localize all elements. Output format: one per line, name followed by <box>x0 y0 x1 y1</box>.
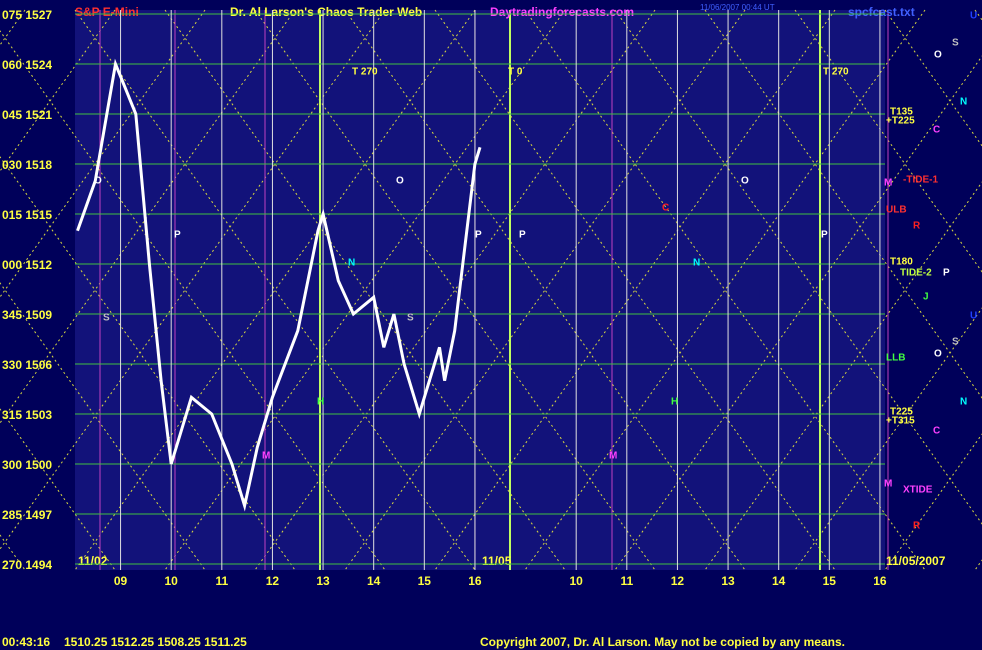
annotation: T 270 <box>352 67 378 78</box>
annotation: XTIDE <box>903 485 933 496</box>
timestamp: 11/06/2007 00:44 UT <box>700 3 775 12</box>
x-tick-label: 10 <box>570 574 584 588</box>
annotation: N <box>960 97 967 108</box>
annotation: T 0 <box>508 67 523 78</box>
annotation: C <box>662 203 669 214</box>
x-tick-label: 11 <box>215 574 228 588</box>
y-tick-label: 015 1515 <box>2 208 52 222</box>
x-tick-label: 13 <box>721 574 735 588</box>
annotation: P <box>943 268 950 279</box>
file-name: spcfcast.txt <box>848 5 915 19</box>
annotation: S <box>103 313 110 324</box>
annotation: P <box>821 230 828 241</box>
annotation: O <box>934 349 942 360</box>
y-tick-label: 330 1506 <box>2 358 52 372</box>
y-tick-label: 300 1500 <box>2 458 52 472</box>
annotation: T135 <box>890 107 913 118</box>
x-tick-label: 15 <box>823 574 837 588</box>
y-tick-label: 045 1521 <box>2 108 52 122</box>
annotation: S <box>952 337 959 348</box>
chart-title: Dr. Al Larson's Chaos Trader Web <box>230 5 422 19</box>
annotation: R <box>913 521 921 532</box>
x-tick-label: 16 <box>873 574 887 588</box>
annotation: +T315 <box>886 416 915 427</box>
date-label: 11/05/2007 <box>886 554 946 568</box>
x-tick-label: 09 <box>114 574 128 588</box>
annotation: T225 <box>890 407 913 418</box>
x-tick-label: 10 <box>165 574 179 588</box>
annotation: C <box>933 125 940 136</box>
annotation: S <box>407 313 414 324</box>
annotation: M <box>884 178 892 189</box>
y-tick-label: 285 1497 <box>2 508 52 522</box>
annotation: LLB <box>886 353 905 364</box>
date-label: 11/05 <box>482 554 512 568</box>
site: Daytradingforecasts.com <box>490 5 634 19</box>
x-tick-label: 15 <box>418 574 432 588</box>
annotation: N <box>693 258 700 269</box>
annotation: J <box>923 292 929 303</box>
annotation: H <box>671 397 678 408</box>
x-tick-label: 13 <box>316 574 330 588</box>
clock: 00:43:16 <box>2 635 50 649</box>
annotation: P <box>475 230 482 241</box>
y-tick-label: 270 1494 <box>2 558 52 572</box>
price-line <box>76 58 482 512</box>
x-tick-label: 16 <box>468 574 482 588</box>
annotation: N <box>960 397 967 408</box>
annotation: -TIDE-1 <box>903 175 938 186</box>
annotation: C <box>933 426 940 437</box>
annotation: P <box>174 230 181 241</box>
annotation: O <box>396 176 404 187</box>
annotation: T 270 <box>823 67 849 78</box>
annotation: O <box>934 50 942 61</box>
x-tick-label: 14 <box>367 574 381 588</box>
annotation: O <box>741 176 749 187</box>
copyright: Copyright 2007, Dr. Al Larson. May not b… <box>480 635 845 649</box>
annotation: U <box>970 11 977 22</box>
x-tick-label: 12 <box>671 574 685 588</box>
x-tick-label: 14 <box>772 574 786 588</box>
annotation: ULB <box>886 205 907 216</box>
y-tick-label: 075 1527 <box>2 8 52 22</box>
quote: 1510.25 1512.25 1508.25 1511.25 <box>64 635 247 649</box>
symbol: S&P E-Mini <box>75 5 139 19</box>
annotation: N <box>348 258 355 269</box>
y-tick-label: 000 1512 <box>2 258 52 272</box>
x-tick-label: 11 <box>620 574 633 588</box>
annotation: +T225 <box>886 116 915 127</box>
y-tick-label: 060 1524 <box>2 58 52 72</box>
y-tick-label: 345 1509 <box>2 308 52 322</box>
annotation: U <box>970 311 977 322</box>
annotation: TIDE-2 <box>900 268 932 279</box>
annotation: S <box>952 38 959 49</box>
plot-area <box>75 10 885 570</box>
date-label: 11/02 <box>78 554 108 568</box>
annotation: R <box>913 221 921 232</box>
annotation: O <box>94 176 102 187</box>
x-tick-label: 12 <box>266 574 280 588</box>
annotation: H <box>317 397 324 408</box>
y-tick-label: 315 1503 <box>2 408 52 422</box>
annotation: P <box>519 230 526 241</box>
annotation: M <box>884 479 892 490</box>
annotation: T180 <box>890 257 913 268</box>
annotation: M <box>609 451 617 462</box>
y-tick-label: 030 1518 <box>2 158 52 172</box>
annotation: M <box>262 451 270 462</box>
